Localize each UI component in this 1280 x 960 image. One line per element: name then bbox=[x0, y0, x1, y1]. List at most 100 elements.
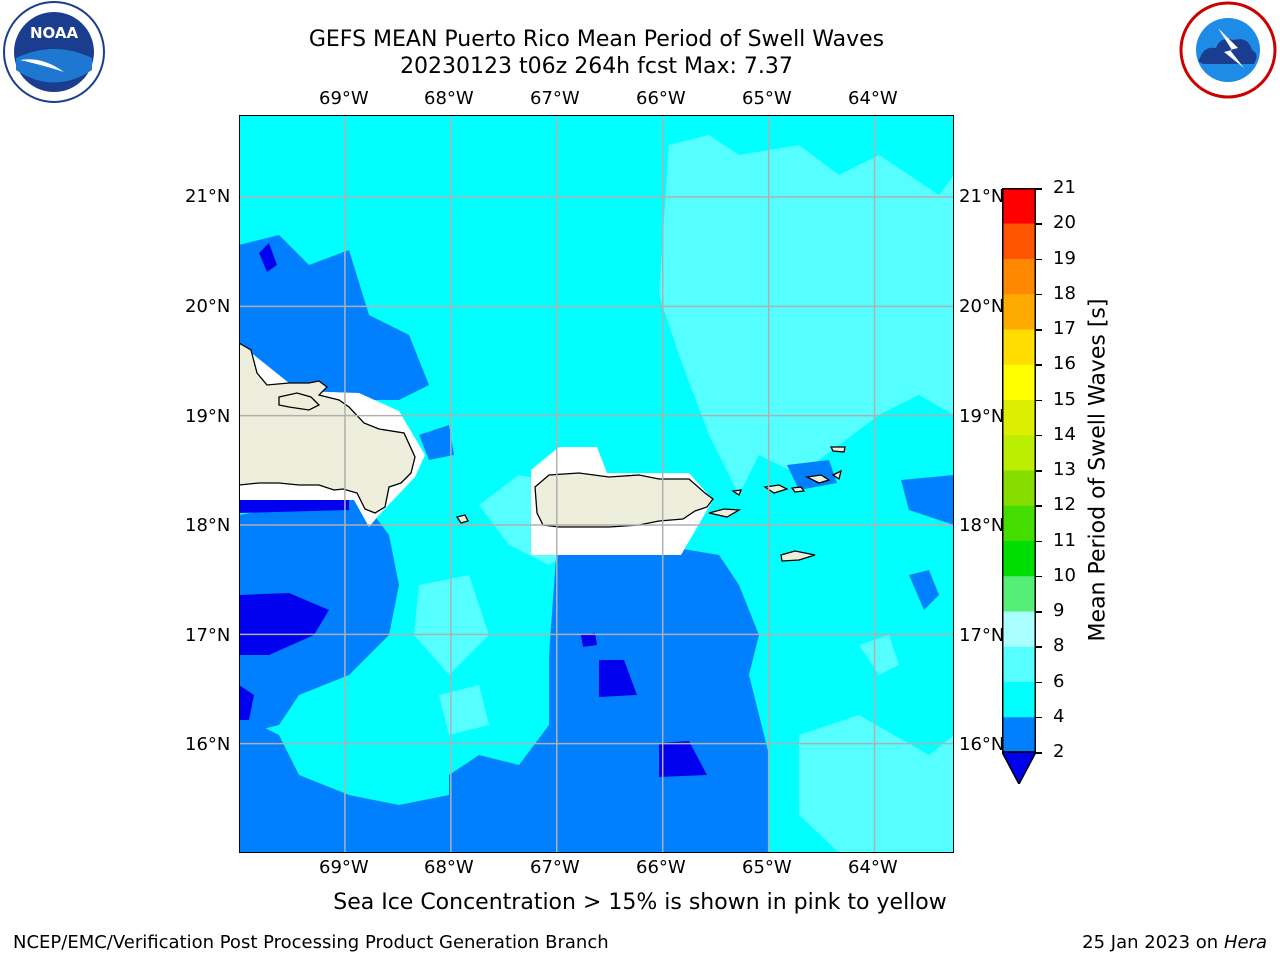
lon-label-top: 69°W bbox=[319, 88, 369, 109]
footer-credit: NCEP/EMC/Verification Post Processing Pr… bbox=[13, 932, 609, 953]
colorbar-tick-label: 12 bbox=[1053, 494, 1076, 516]
chart-title-line1: GEFS MEAN Puerto Rico Mean Period of Swe… bbox=[308, 27, 885, 52]
lat-label-left: 18°N bbox=[185, 515, 231, 536]
colorbar bbox=[1000, 188, 1038, 786]
colorbar-tick-label: 2 bbox=[1053, 741, 1065, 762]
land-hispaniola-coast-nw bbox=[278, 392, 321, 411]
colorbar-band bbox=[1002, 364, 1036, 400]
ocean-lt-2-region bbox=[259, 243, 277, 272]
colorbar-tick-label: 10 bbox=[1053, 564, 1076, 586]
colorbar-band bbox=[1002, 575, 1036, 612]
colorbar-tick-label: 15 bbox=[1053, 388, 1076, 410]
ocean-lt-2-region bbox=[239, 685, 254, 720]
ocean-lt-2-region bbox=[239, 500, 349, 513]
colorbar-tick bbox=[1036, 540, 1042, 542]
colorbar-tick bbox=[1036, 434, 1042, 437]
colorbar-tick-label: 21 bbox=[1053, 177, 1076, 198]
ocean-6-8-region bbox=[659, 135, 954, 495]
lon-label-top: 66°W bbox=[636, 88, 686, 109]
colorbar-tick bbox=[1036, 752, 1042, 754]
colorbar-tick bbox=[1036, 505, 1042, 507]
ocean-2-4-region bbox=[901, 475, 954, 525]
island-virgin-gorda bbox=[831, 469, 842, 481]
colorbar-tick-label: 14 bbox=[1053, 423, 1076, 445]
colorbar-tick bbox=[1036, 329, 1042, 331]
colorbar-tick bbox=[1036, 646, 1042, 648]
lat-label-left: 19°N bbox=[185, 406, 231, 427]
colorbar-tick bbox=[1036, 223, 1042, 225]
island-st-croix bbox=[780, 550, 816, 562]
island-tortola bbox=[804, 474, 831, 484]
lat-label-left: 16°N bbox=[185, 734, 231, 755]
footer-host: Hera bbox=[1223, 932, 1267, 953]
colorbar-tick bbox=[1036, 575, 1042, 578]
ocean-2-4-region bbox=[449, 545, 769, 853]
lon-label-top: 64°W bbox=[848, 88, 898, 109]
island-st-john bbox=[790, 486, 806, 493]
colorbar-tick-label: 6 bbox=[1053, 670, 1065, 692]
chart-title-line2: 20230123 t06z 264h fcst Max: 7.37 bbox=[400, 54, 793, 79]
map-panel bbox=[238, 114, 955, 854]
colorbar-tick-label: 4 bbox=[1053, 705, 1065, 727]
colorbar-band bbox=[1002, 611, 1036, 647]
island-culebra bbox=[731, 489, 743, 496]
swell-period-map bbox=[238, 114, 955, 854]
lon-label-top: 65°W bbox=[742, 88, 792, 109]
lat-label-left: 17°N bbox=[185, 625, 231, 646]
lat-label-right: 19°N bbox=[959, 406, 1005, 427]
colorbar-tick bbox=[1036, 293, 1042, 296]
island-anegada bbox=[829, 446, 846, 453]
sea-ice-note: Sea Ice Concentration > 15% is shown in … bbox=[333, 890, 947, 915]
island-mona bbox=[455, 514, 469, 524]
lon-label-bottom: 67°W bbox=[530, 857, 580, 878]
colorbar-band bbox=[1002, 258, 1036, 295]
ocean-2-4-region bbox=[239, 715, 464, 853]
colorbar-tick bbox=[1036, 258, 1042, 260]
island-vieques bbox=[708, 508, 742, 518]
ocean-lt-2-region bbox=[239, 593, 329, 655]
ocean-6-8-region bbox=[799, 715, 954, 853]
lon-label-bottom: 69°W bbox=[319, 857, 369, 878]
colorbar-band bbox=[1002, 470, 1036, 506]
ocean-2-4-region bbox=[909, 570, 939, 610]
lat-label-right: 20°N bbox=[959, 296, 1005, 317]
lon-label-top: 67°W bbox=[530, 88, 580, 109]
colorbar-tick-label: 11 bbox=[1053, 529, 1076, 551]
colorbar-band bbox=[1002, 505, 1036, 541]
colorbar-tick bbox=[1036, 716, 1042, 719]
colorbar-band bbox=[1002, 188, 1036, 224]
lat-label-right: 18°N bbox=[959, 515, 1005, 536]
footer-date: 25 Jan 2023 on Hera bbox=[1082, 932, 1267, 953]
colorbar-tick-label: 19 bbox=[1053, 247, 1076, 269]
colorbar-band bbox=[1002, 399, 1036, 436]
ocean-lt-2-region bbox=[599, 660, 637, 697]
colorbar-tick bbox=[1036, 188, 1042, 190]
colorbar-tick-label: 8 bbox=[1053, 635, 1065, 657]
ocean-2-4-region bbox=[419, 425, 454, 460]
lon-label-bottom: 65°W bbox=[742, 857, 792, 878]
colorbar-tick bbox=[1036, 470, 1042, 472]
colorbar-band bbox=[1002, 716, 1036, 753]
colorbar-under-triangle bbox=[1000, 751, 1038, 786]
colorbar-tick-label: 17 bbox=[1053, 318, 1076, 339]
lat-label-left: 20°N bbox=[185, 296, 231, 317]
lon-label-top: 68°W bbox=[424, 88, 474, 109]
lon-label-bottom: 66°W bbox=[636, 857, 686, 878]
colorbar-tick bbox=[1036, 364, 1042, 366]
colorbar-frame bbox=[1002, 188, 1036, 753]
colorbar-band bbox=[1002, 646, 1036, 682]
lat-label-left: 21°N bbox=[185, 186, 231, 207]
colorbar-tick bbox=[1036, 399, 1042, 401]
colorbar-band bbox=[1002, 540, 1036, 577]
colorbar-tick-label: 16 bbox=[1053, 353, 1076, 375]
noaa-logo-text: NOAA bbox=[30, 24, 79, 42]
island-st-thomas bbox=[763, 484, 789, 494]
lon-label-bottom: 68°W bbox=[424, 857, 474, 878]
colorbar-tick-label: 13 bbox=[1053, 459, 1076, 480]
colorbar-tick-label: 20 bbox=[1053, 212, 1076, 234]
colorbar-band bbox=[1002, 681, 1036, 718]
ocean-lt-2-region bbox=[659, 741, 707, 777]
ocean-lt-2-region bbox=[581, 633, 597, 647]
lon-label-bottom: 64°W bbox=[848, 857, 898, 878]
ocean-2-4-region bbox=[787, 460, 837, 490]
